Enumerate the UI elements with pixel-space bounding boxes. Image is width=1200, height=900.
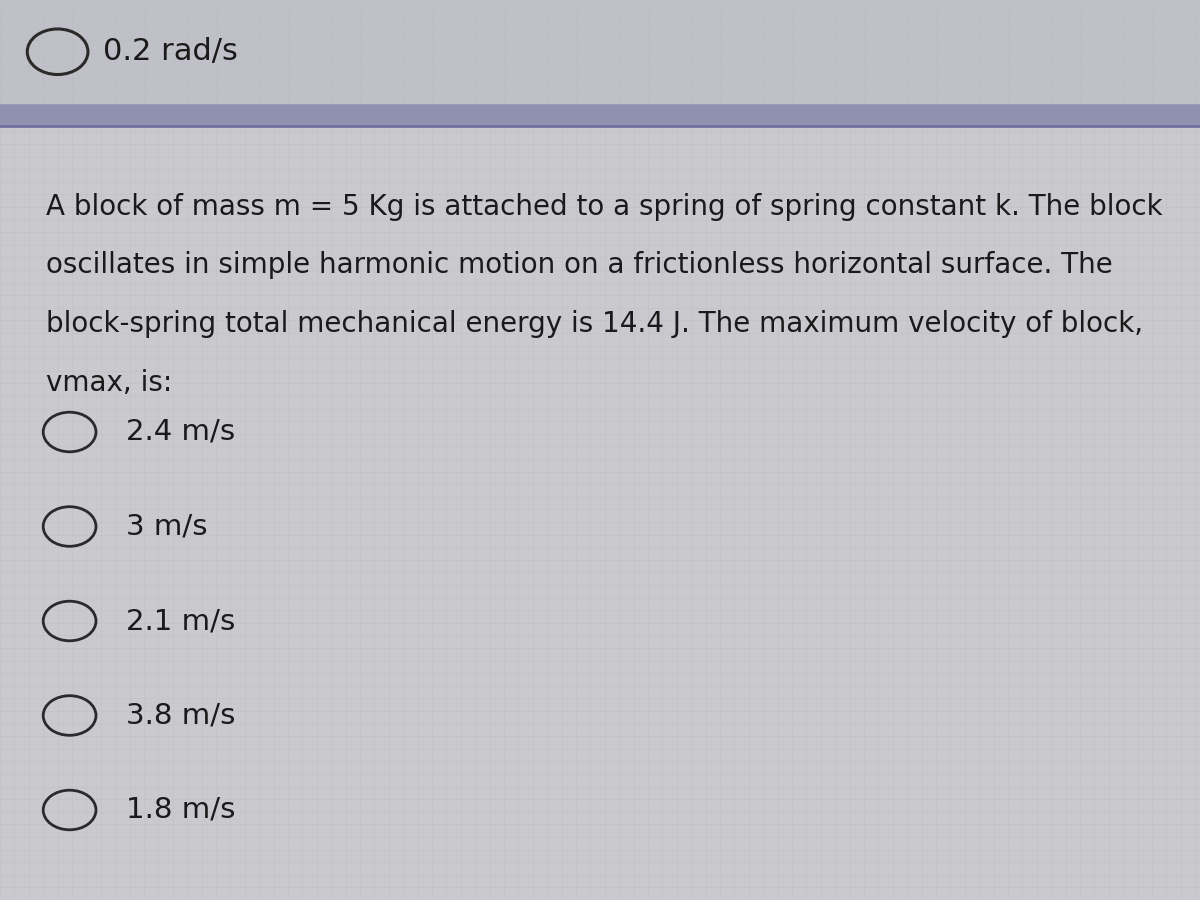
Text: oscillates in simple harmonic motion on a frictionless horizontal surface. The: oscillates in simple harmonic motion on …: [46, 251, 1112, 280]
Text: vmax, is:: vmax, is:: [46, 368, 172, 397]
Text: 3.8 m/s: 3.8 m/s: [126, 701, 235, 730]
FancyBboxPatch shape: [0, 104, 1200, 126]
Text: 0.2 rad/s: 0.2 rad/s: [103, 37, 238, 67]
Text: 1.8 m/s: 1.8 m/s: [126, 796, 235, 824]
Text: 2.1 m/s: 2.1 m/s: [126, 607, 235, 635]
FancyBboxPatch shape: [0, 0, 1200, 104]
Text: 3 m/s: 3 m/s: [126, 512, 208, 541]
Text: 2.4 m/s: 2.4 m/s: [126, 418, 235, 446]
Text: A block of mass m = 5 Kg is attached to a spring of spring constant k. The block: A block of mass m = 5 Kg is attached to …: [46, 193, 1163, 221]
Text: block-spring total mechanical energy is 14.4 J. The maximum velocity of block,: block-spring total mechanical energy is …: [46, 310, 1142, 338]
